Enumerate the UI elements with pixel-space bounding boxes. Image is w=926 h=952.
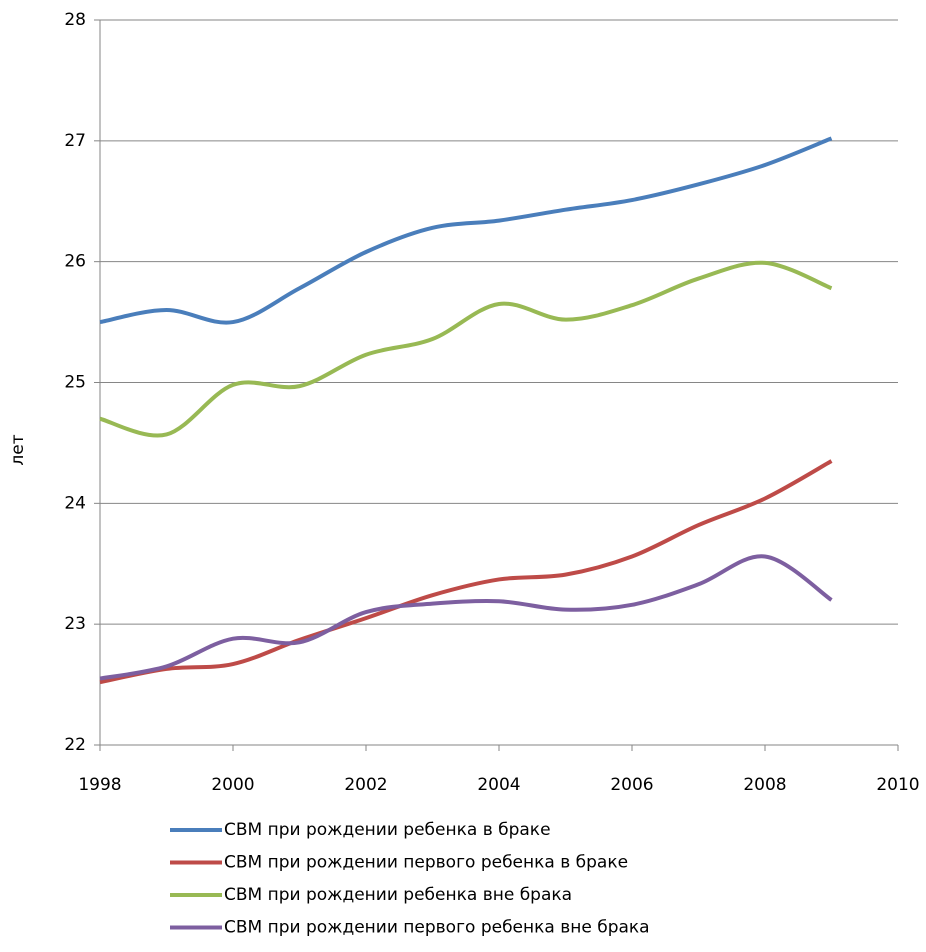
legend-label: СВМ при рождении первого ребенка в браке [224, 853, 628, 873]
y-tick-label: 28 [64, 10, 86, 30]
x-tick-label: 2008 [743, 775, 786, 795]
y-tick-label: 27 [64, 131, 86, 151]
y-tick-label: 25 [64, 373, 86, 393]
y-tick-label: 22 [64, 735, 86, 755]
legend-label: СВМ при рождении первого ребенка вне бра… [224, 918, 650, 938]
x-tick-label: 1998 [78, 775, 121, 795]
legend-label: СВМ при рождении ребенка в браке [224, 820, 551, 840]
line-series [99, 136, 833, 325]
y-tick-label: 23 [64, 614, 86, 634]
x-tick-label: 2006 [610, 775, 653, 795]
y-axis-label: лет [8, 434, 28, 465]
x-tick-label: 2010 [876, 775, 919, 795]
x-tick-label: 2002 [344, 775, 387, 795]
line-series [99, 459, 833, 685]
x-tick-label: 2000 [211, 775, 254, 795]
line-series [99, 554, 833, 681]
legend-label: СВМ при рождении ребенка вне брака [224, 885, 572, 905]
line-series [99, 260, 833, 438]
y-tick-label: 24 [64, 493, 86, 513]
y-tick-label: 26 [64, 252, 86, 272]
x-tick-label: 2004 [477, 775, 520, 795]
